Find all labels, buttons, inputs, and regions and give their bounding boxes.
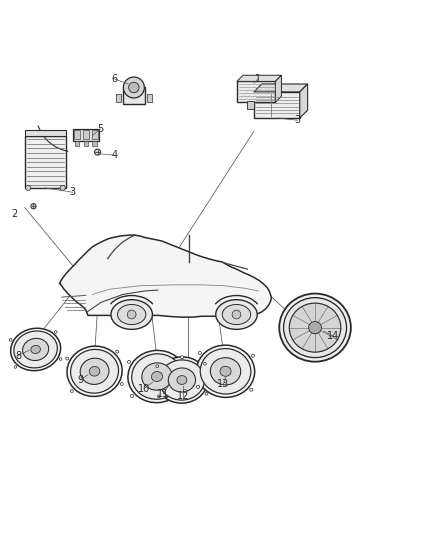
Ellipse shape [222, 304, 251, 325]
Ellipse shape [117, 304, 146, 325]
Ellipse shape [128, 350, 186, 402]
Circle shape [197, 385, 200, 389]
Circle shape [31, 204, 36, 209]
Circle shape [250, 388, 253, 391]
Bar [83, 130, 89, 140]
Circle shape [180, 356, 184, 359]
Text: 12: 12 [177, 391, 189, 401]
Text: 4: 4 [111, 150, 117, 160]
Circle shape [9, 338, 12, 341]
Ellipse shape [220, 366, 231, 376]
Polygon shape [300, 84, 307, 118]
Circle shape [251, 354, 254, 357]
Ellipse shape [71, 350, 119, 393]
Bar [254, 92, 300, 118]
Text: 3: 3 [294, 115, 300, 125]
Ellipse shape [196, 345, 254, 398]
Circle shape [184, 390, 187, 393]
Circle shape [127, 360, 131, 364]
Bar [237, 82, 276, 102]
Ellipse shape [11, 328, 60, 370]
Text: 10: 10 [138, 384, 150, 394]
Ellipse shape [23, 338, 49, 360]
Polygon shape [254, 84, 307, 92]
Text: 1: 1 [255, 74, 261, 84]
Ellipse shape [289, 303, 341, 352]
Ellipse shape [14, 331, 57, 368]
Circle shape [60, 185, 65, 190]
Ellipse shape [216, 300, 257, 329]
Ellipse shape [111, 300, 152, 329]
Bar [74, 130, 80, 140]
Circle shape [205, 392, 208, 395]
Ellipse shape [279, 294, 351, 362]
Ellipse shape [210, 358, 241, 385]
Ellipse shape [200, 349, 251, 394]
Text: 9: 9 [77, 375, 83, 385]
Circle shape [66, 357, 69, 360]
Polygon shape [237, 75, 282, 82]
Ellipse shape [156, 357, 208, 403]
Circle shape [59, 358, 62, 360]
Polygon shape [60, 235, 272, 317]
Bar [25, 130, 66, 136]
Ellipse shape [142, 363, 172, 390]
Text: 8: 8 [15, 351, 21, 360]
Text: 6: 6 [111, 74, 117, 84]
Circle shape [129, 82, 139, 93]
Bar [84, 141, 88, 146]
Text: 3: 3 [70, 187, 76, 197]
Text: 2: 2 [11, 209, 18, 219]
Circle shape [95, 149, 101, 155]
Circle shape [14, 366, 17, 368]
Text: 14: 14 [327, 332, 339, 341]
Ellipse shape [283, 297, 346, 358]
Ellipse shape [80, 358, 109, 384]
Circle shape [158, 395, 160, 398]
Ellipse shape [168, 368, 195, 392]
Circle shape [204, 362, 206, 365]
Circle shape [120, 383, 123, 385]
Ellipse shape [177, 376, 187, 384]
Circle shape [198, 351, 201, 354]
Circle shape [54, 330, 57, 333]
Bar [247, 101, 254, 109]
Bar [73, 128, 99, 141]
Text: 5: 5 [97, 124, 103, 134]
Bar [92, 141, 97, 146]
Ellipse shape [89, 367, 100, 376]
Ellipse shape [132, 354, 182, 399]
Ellipse shape [152, 372, 162, 382]
Bar [147, 94, 152, 102]
Bar [25, 136, 66, 188]
Circle shape [25, 185, 31, 190]
Circle shape [131, 394, 134, 397]
Text: 13: 13 [217, 379, 230, 390]
Ellipse shape [159, 360, 205, 400]
Bar [75, 141, 79, 146]
Circle shape [232, 310, 241, 319]
Circle shape [124, 77, 145, 98]
Circle shape [71, 390, 73, 392]
Polygon shape [276, 75, 282, 102]
Circle shape [116, 350, 119, 353]
Ellipse shape [309, 321, 321, 334]
Bar [92, 130, 98, 140]
Bar [123, 87, 145, 104]
Ellipse shape [31, 345, 40, 353]
Circle shape [156, 365, 159, 368]
Circle shape [127, 310, 136, 319]
Bar [116, 94, 121, 102]
Ellipse shape [67, 346, 122, 397]
Text: 11: 11 [157, 389, 169, 399]
